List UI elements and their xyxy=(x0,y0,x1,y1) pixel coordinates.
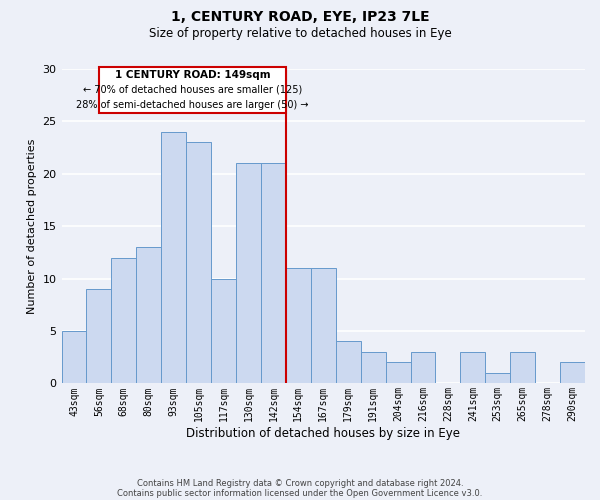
Y-axis label: Number of detached properties: Number of detached properties xyxy=(27,138,37,314)
Bar xyxy=(261,164,286,384)
Bar xyxy=(485,373,510,384)
Bar xyxy=(211,278,236,384)
Bar xyxy=(236,164,261,384)
Bar xyxy=(560,362,585,384)
Bar xyxy=(112,258,136,384)
Bar xyxy=(510,352,535,384)
Bar xyxy=(386,362,410,384)
Bar xyxy=(286,268,311,384)
Text: 1, CENTURY ROAD, EYE, IP23 7LE: 1, CENTURY ROAD, EYE, IP23 7LE xyxy=(170,10,430,24)
Bar xyxy=(62,331,86,384)
Text: ← 70% of detached houses are smaller (125): ← 70% of detached houses are smaller (12… xyxy=(83,85,302,95)
Text: 28% of semi-detached houses are larger (50) →: 28% of semi-detached houses are larger (… xyxy=(76,100,308,110)
Bar xyxy=(460,352,485,384)
Bar xyxy=(336,342,361,384)
Text: 1 CENTURY ROAD: 149sqm: 1 CENTURY ROAD: 149sqm xyxy=(115,70,270,80)
Bar xyxy=(410,352,436,384)
Text: Size of property relative to detached houses in Eye: Size of property relative to detached ho… xyxy=(149,28,451,40)
Bar xyxy=(136,247,161,384)
Bar xyxy=(361,352,386,384)
Bar xyxy=(311,268,336,384)
Bar xyxy=(186,142,211,384)
Bar xyxy=(161,132,186,384)
FancyBboxPatch shape xyxy=(99,67,286,113)
X-axis label: Distribution of detached houses by size in Eye: Distribution of detached houses by size … xyxy=(186,427,460,440)
Text: Contains public sector information licensed under the Open Government Licence v3: Contains public sector information licen… xyxy=(118,488,482,498)
Text: Contains HM Land Registry data © Crown copyright and database right 2024.: Contains HM Land Registry data © Crown c… xyxy=(137,478,463,488)
Bar xyxy=(86,289,112,384)
